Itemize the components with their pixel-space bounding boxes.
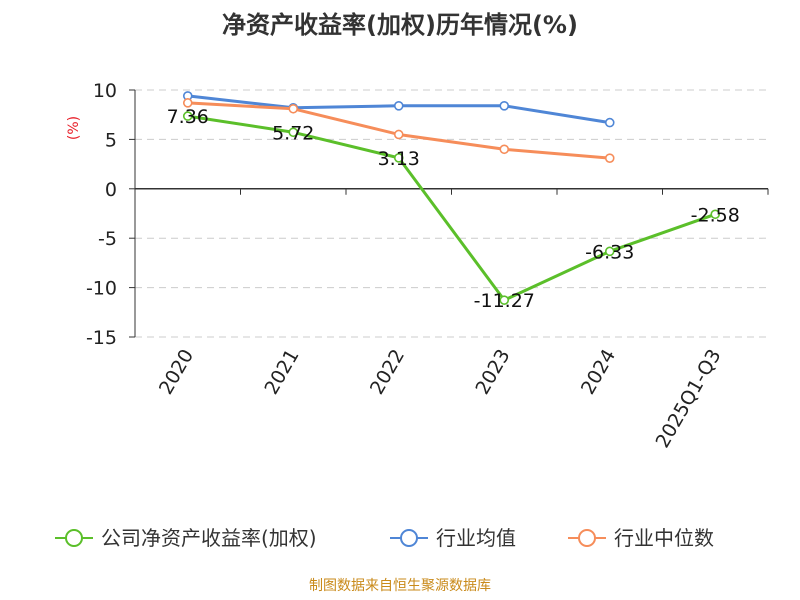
legend-marker: [65, 529, 83, 547]
series-line: [187, 114, 716, 302]
data-point: [393, 101, 404, 111]
data-label: 5.72: [272, 122, 314, 144]
data-label: 3.13: [378, 148, 420, 170]
legend-marker: [578, 529, 596, 547]
y-tick-label: -5: [98, 228, 117, 250]
legend-label: 公司净资产收益率(加权): [101, 526, 317, 550]
data-point: [182, 98, 193, 108]
legend-label: 行业中位数: [614, 526, 714, 550]
data-point: [499, 144, 510, 155]
x-tick-label: 2020: [155, 346, 198, 399]
series-layer: [182, 91, 721, 305]
x-tick-label: 2025Q1-Q3: [652, 346, 726, 452]
data-label: -6.33: [585, 241, 634, 263]
data-point: [182, 111, 193, 121]
data-point: [499, 295, 510, 305]
x-tick-label: 2024: [577, 346, 620, 399]
data-point: [499, 101, 510, 111]
legend-marker: [400, 529, 418, 547]
data-point: [288, 127, 299, 138]
data-point: [288, 103, 299, 114]
x-tick-label: 2022: [366, 346, 409, 399]
data-label: -2.58: [691, 204, 740, 226]
gridlines: [129, 89, 768, 338]
y-tick-label: 5: [105, 129, 117, 151]
y-tick-label: 10: [93, 80, 117, 102]
y-tick-label: -10: [86, 278, 117, 300]
y-tick-label: -15: [86, 327, 117, 349]
source-note: 制图数据来自恒生聚源数据库: [309, 578, 491, 594]
x-tick-label: 2023: [471, 346, 514, 399]
axes: [134, 90, 769, 337]
data-point: [393, 129, 404, 140]
data-point: [710, 209, 721, 220]
data-labels: 7.36 5.72 3.13 -11.27 -6.33 -2.58: [167, 106, 740, 312]
data-point: [604, 153, 615, 163]
data-label: -11.27: [474, 290, 535, 312]
y-tick-labels: 10 5 0 -5 -10 -15: [86, 80, 117, 349]
y-tick-label: 0: [105, 179, 117, 201]
legend-label: 行业均值: [436, 526, 516, 550]
x-tick-label: 2021: [260, 346, 303, 399]
x-tick-labels: 2020 2021 2022 2023 2024 2025Q1-Q3: [155, 346, 726, 452]
legend: 公司净资产收益率(加权) 行业均值 行业中位数: [55, 526, 714, 550]
data-label: 7.36: [167, 106, 209, 128]
chart-title: 净资产收益率(加权)历年情况(%): [222, 11, 578, 39]
data-point: [393, 153, 404, 163]
data-point: [604, 117, 615, 128]
data-point: [604, 246, 615, 257]
y-axis-unit: (%): [66, 116, 82, 140]
